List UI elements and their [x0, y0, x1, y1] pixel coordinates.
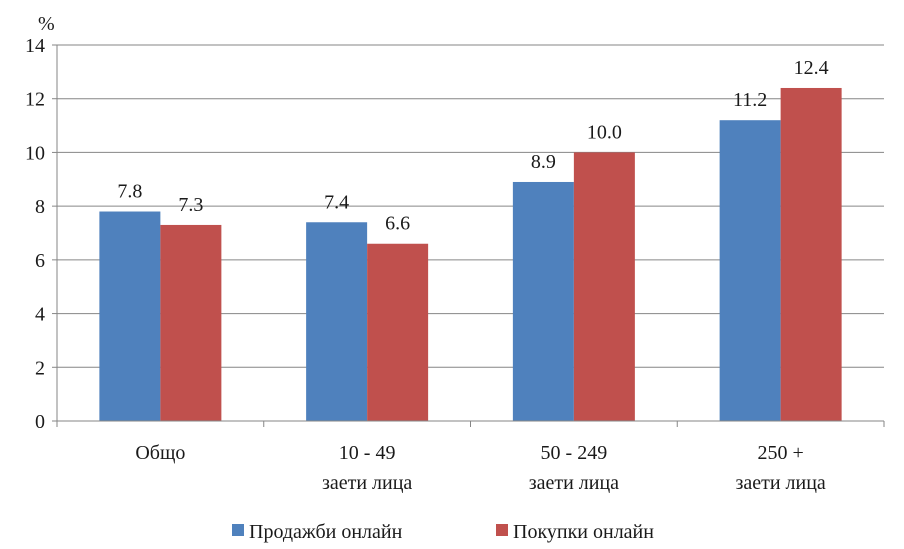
data-label: 7.4 [324, 191, 349, 213]
legend-swatch [496, 524, 508, 536]
x-category-label-line: 10 - 49 [339, 442, 396, 464]
bar-series-2-cat-3 [573, 152, 635, 421]
data-label: 8.9 [531, 151, 556, 173]
y-tick-label: 0 [35, 411, 45, 433]
x-category-label-line: заети лица [322, 472, 412, 494]
legend-entry-label: Продажби онлайн [249, 521, 403, 543]
bar-series-1-cat-4 [719, 120, 781, 421]
y-unit-label: % [38, 13, 55, 35]
x-category-label: 10 - 49 заети лица [322, 442, 412, 494]
data-labels: 7.8 7.3 7.4 6.6 8.9 10.0 11.2 12.4 [117, 57, 828, 235]
legend-entry-label: Покупки онлайн [513, 521, 654, 543]
x-category-label: 250 + заети лица [735, 442, 825, 494]
y-tick-labels: 0 2 4 6 8 10 12 14 [25, 35, 45, 433]
bar-series-2-cat-4 [780, 87, 842, 421]
data-label: 7.3 [178, 194, 203, 216]
y-tick-label: 10 [25, 142, 45, 164]
bar-series-2-cat-2 [367, 243, 429, 421]
y-tick-label: 2 [35, 357, 45, 379]
legend-swatch [232, 524, 244, 536]
data-label: 10.0 [587, 121, 622, 143]
bar-series-1-cat-1 [99, 211, 161, 421]
x-category-label-line: 250 + [757, 442, 803, 464]
x-category-label-line: заети лица [735, 472, 825, 494]
axes [52, 44, 885, 427]
y-tick-label: 4 [35, 304, 45, 326]
legend: Продажби онлайн Покупки онлайн [232, 521, 654, 543]
x-category-label-line: 50 - 249 [541, 442, 608, 464]
bar-series-1-cat-3 [512, 181, 574, 421]
x-category-label-line: заети лица [529, 472, 619, 494]
y-tick-label: 12 [25, 89, 45, 111]
y-tick-label: 6 [35, 250, 45, 272]
x-category-label: 50 - 249 заети лица [529, 442, 619, 494]
bars [99, 87, 842, 421]
data-label: 12.4 [794, 57, 829, 79]
x-category-label-line: Общо [135, 442, 185, 464]
data-label: 7.8 [117, 181, 142, 203]
y-tick-label: 14 [25, 35, 45, 57]
data-label: 11.2 [733, 89, 767, 111]
y-tick-label: 8 [35, 196, 45, 218]
x-category-label: Общо [135, 442, 185, 464]
bar-series-2-cat-1 [160, 224, 222, 421]
bar-series-1-cat-2 [306, 222, 368, 421]
data-label: 6.6 [385, 213, 410, 235]
